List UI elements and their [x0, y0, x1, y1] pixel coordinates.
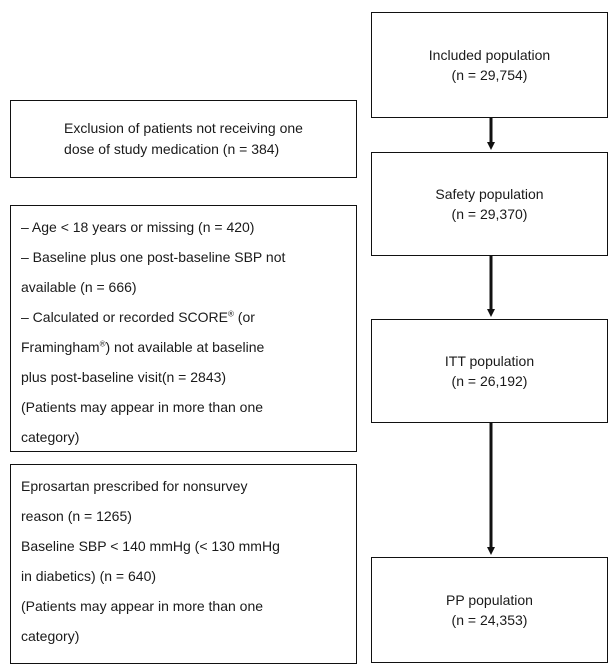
- exclusion-2-line-7: (Patients may appear in more than one: [21, 399, 264, 415]
- pp-population-count: (n = 24,353): [451, 612, 528, 628]
- itt-population-label: ITT population: [444, 353, 535, 369]
- exclusion-3-line-5: (Patients may appear in more than one: [21, 598, 264, 614]
- included-population-label: Included population: [428, 47, 551, 63]
- exclusion-3-line-4: in diabetics) (n = 640): [21, 568, 157, 584]
- exclusion-1-line-2: dose of study medication (n = 384): [64, 141, 280, 157]
- exclusion-box-2: – Age < 18 years or missing (n = 420) – …: [10, 205, 357, 452]
- exclusion-2-line-8: category): [21, 429, 80, 445]
- exclusion-box-1: Exclusion of patients not receiving one …: [10, 100, 357, 178]
- exclusion-2-line-4: – Calculated or recorded SCORE® (or: [21, 309, 255, 325]
- exclusion-3-line-3: Baseline SBP < 140 mmHg (< 130 mmHg: [21, 538, 280, 554]
- registered-mark: ®: [99, 339, 106, 349]
- exclusion-box-3: Eprosartan prescribed for nonsurvey reas…: [10, 464, 357, 664]
- safety-population-count: (n = 29,370): [451, 206, 528, 222]
- exclusion-2-line-1: – Age < 18 years or missing (n = 420): [21, 219, 255, 235]
- exclusion-2-line-2: – Baseline plus one post-baseline SBP no…: [21, 249, 286, 265]
- exclusion-3-line-6: category): [21, 628, 80, 644]
- included-population-box: Included population (n = 29,754): [371, 12, 608, 118]
- pp-population-box: PP population (n = 24,353): [371, 557, 608, 663]
- exclusion-3-line-2: reason (n = 1265): [21, 508, 132, 524]
- exclusion-2-line-5: Framingham®) not available at baseline: [21, 339, 265, 355]
- pp-population-label: PP population: [446, 592, 533, 608]
- safety-population-label: Safety population: [435, 186, 544, 202]
- exclusion-2-line-6: plus post-baseline visit(n = 2843): [21, 369, 227, 385]
- exclusion-2-line-3: available (n = 666): [21, 279, 137, 295]
- safety-population-box: Safety population (n = 29,370): [371, 152, 608, 256]
- registered-mark: ®: [228, 309, 234, 319]
- exclusion-3-line-1: Eprosartan prescribed for nonsurvey: [21, 478, 248, 494]
- itt-population-count: (n = 26,192): [451, 373, 528, 389]
- included-population-count: (n = 29,754): [451, 67, 528, 83]
- itt-population-box: ITT population (n = 26,192): [371, 319, 608, 423]
- exclusion-1-line-1: Exclusion of patients not receiving one: [64, 120, 303, 136]
